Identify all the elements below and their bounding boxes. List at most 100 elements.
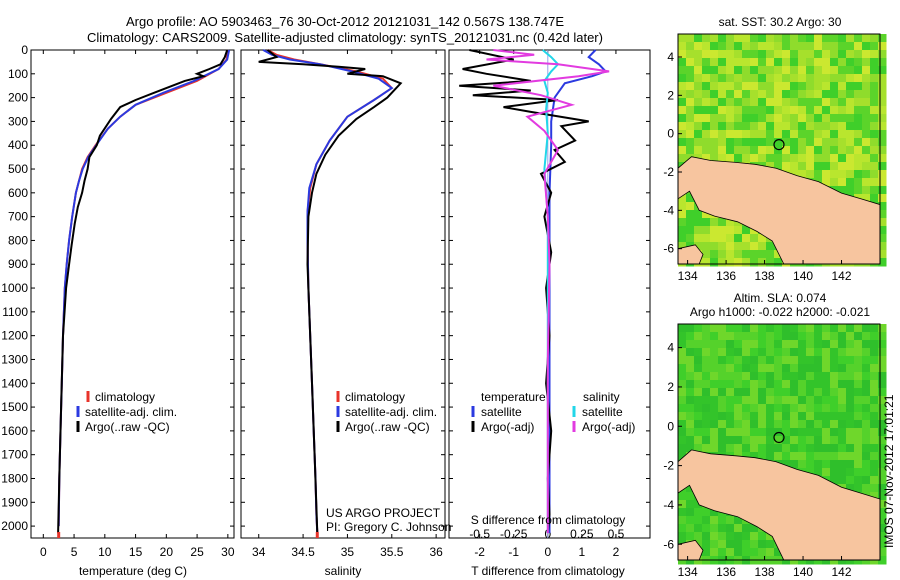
map-cell — [750, 412, 759, 421]
map-cell — [766, 532, 775, 541]
map-cell — [694, 50, 703, 59]
map-cell — [734, 548, 743, 557]
map-cell — [862, 468, 871, 477]
map-cell — [870, 186, 879, 195]
map-cell — [702, 380, 711, 389]
map-cell — [774, 444, 783, 453]
map-cell — [774, 98, 783, 107]
map-cell — [694, 356, 703, 365]
map-cell — [774, 372, 783, 381]
map-frame — [677, 323, 881, 561]
map-cell — [846, 34, 855, 43]
map-cell — [846, 356, 855, 365]
map-cell — [878, 460, 887, 469]
map-cell — [838, 98, 847, 107]
map-cell — [766, 138, 775, 147]
map-cell — [870, 468, 879, 477]
x-tick-label: 1 — [579, 545, 586, 559]
map-cell — [878, 58, 887, 67]
map-cell — [838, 396, 847, 405]
map-cell — [814, 364, 823, 373]
map-cell — [742, 90, 751, 99]
map-cell — [822, 138, 831, 147]
map-cell — [870, 436, 879, 445]
map-cell — [686, 106, 695, 115]
map-cell — [782, 106, 791, 115]
map-frame — [677, 33, 881, 265]
map-cell — [782, 436, 791, 445]
lon-tick-label: 134 — [678, 269, 698, 283]
map-cell — [750, 324, 759, 333]
map-cell — [822, 372, 831, 381]
map-cell — [726, 58, 735, 67]
series-line-0 — [57, 49, 229, 527]
depth-tick-label: 100 — [8, 67, 28, 81]
map-cell — [814, 90, 823, 99]
map-cell — [878, 226, 887, 235]
map-cell — [798, 82, 807, 91]
map-cell — [734, 74, 743, 83]
map-cell — [830, 34, 839, 43]
map-cell — [878, 532, 887, 541]
map-cell — [854, 74, 863, 83]
map-cell — [798, 170, 807, 179]
map-cell — [742, 250, 751, 259]
map-cell — [782, 50, 791, 59]
map-cell — [686, 420, 695, 429]
map-cell — [750, 524, 759, 533]
map-cell — [806, 114, 815, 123]
map-cell — [718, 74, 727, 83]
map-cell — [806, 170, 815, 179]
legend-label-t-satellite: satellite — [481, 405, 522, 419]
map-cell — [806, 396, 815, 405]
map-cell — [710, 420, 719, 429]
map-cell — [862, 82, 871, 91]
map-cell — [846, 138, 855, 147]
map-cell — [878, 50, 887, 59]
map-cell — [806, 324, 815, 333]
map-cell — [742, 258, 751, 267]
map-cell — [718, 372, 727, 381]
lat-tick-label: -2 — [663, 165, 674, 179]
map-cell — [878, 556, 887, 565]
map-cell — [822, 324, 831, 333]
map-cell — [790, 388, 799, 397]
map-cell — [742, 332, 751, 341]
map-cell — [726, 114, 735, 123]
map-cell — [710, 34, 719, 43]
map-cell — [846, 114, 855, 123]
map-cell — [838, 404, 847, 413]
map-cell — [838, 74, 847, 83]
map-cell — [718, 548, 727, 557]
map-cell — [742, 106, 751, 115]
annotation-project: US ARGO PROJECT — [326, 506, 441, 520]
map-cell — [838, 34, 847, 43]
map-cell — [782, 372, 791, 381]
map-cell — [822, 332, 831, 341]
map-cell — [854, 460, 863, 469]
map-cell — [686, 114, 695, 123]
map-cell — [822, 460, 831, 469]
map-cell — [718, 226, 727, 235]
map-cell — [790, 444, 799, 453]
map-cell — [838, 468, 847, 477]
map-cell — [854, 98, 863, 107]
map-cell — [726, 436, 735, 445]
x-tick-label: 30 — [221, 545, 235, 559]
map-cell — [694, 82, 703, 91]
map-cell — [870, 170, 879, 179]
map-cell — [726, 74, 735, 83]
map-cell — [854, 186, 863, 195]
map-cell — [878, 130, 887, 139]
map-cell — [838, 138, 847, 147]
map-cell — [686, 66, 695, 75]
map-cell — [710, 122, 719, 131]
map-cell — [790, 146, 799, 155]
map-cell — [862, 412, 871, 421]
map-cell — [846, 436, 855, 445]
map-cell — [710, 154, 719, 163]
map-cell — [798, 90, 807, 99]
map-cell — [758, 90, 767, 99]
temperature-legend: climatology satellite-adj. clim. Argo(..… — [76, 390, 177, 434]
map-cell — [878, 146, 887, 155]
